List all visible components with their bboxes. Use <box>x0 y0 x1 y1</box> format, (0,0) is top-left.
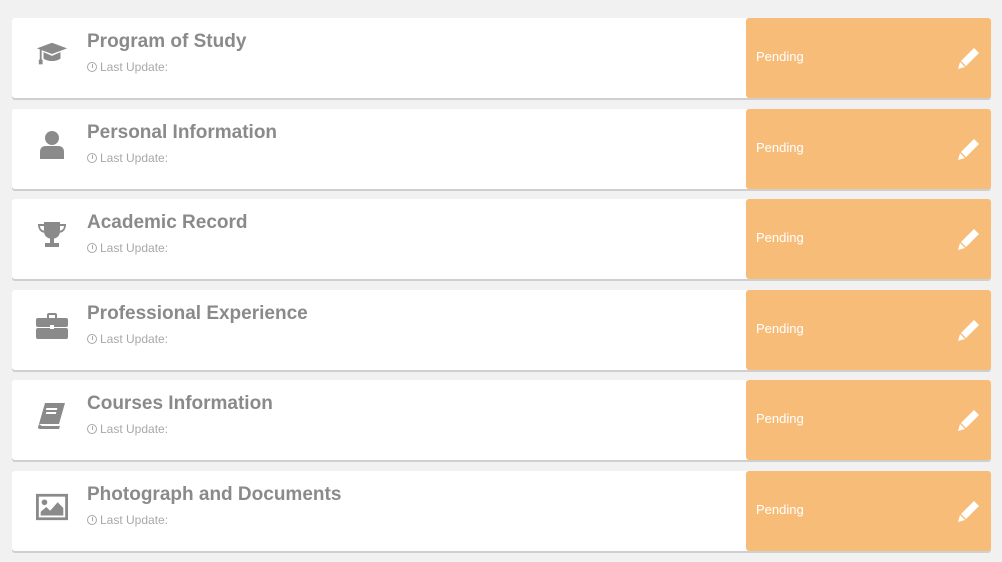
section-card-professional-experience: Professional Experience Last Update: Pen… <box>12 289 991 370</box>
last-update-label: Last Update: <box>100 512 169 527</box>
section-info: Photograph and Documents Last Update: <box>12 471 746 551</box>
application-sections-list: Program of Study Last Update: Pending Pe… <box>12 18 991 561</box>
briefcase-icon <box>36 310 68 342</box>
section-info: Personal Information Last Update: <box>12 109 746 189</box>
pencil-icon[interactable] <box>957 408 981 432</box>
status-button[interactable]: Pending <box>746 470 991 551</box>
last-update-label: Last Update: <box>100 241 169 255</box>
status-label: Pending <box>756 501 804 517</box>
last-update: Last Update: <box>87 60 168 74</box>
pencil-icon[interactable] <box>957 318 981 342</box>
clock-icon <box>87 424 97 434</box>
pencil-icon[interactable] <box>957 46 981 70</box>
section-card-photograph-and-documents: Photograph and Documents Last Update: Pe… <box>12 470 991 551</box>
last-update-label: Last Update: <box>100 150 169 165</box>
section-card-academic-record: Academic Record Last Update: Pending <box>12 199 991 279</box>
status-label: Pending <box>756 139 804 155</box>
last-update-label: Last Update: <box>100 422 169 436</box>
clock-icon <box>87 243 97 253</box>
status-label: Pending <box>756 230 804 245</box>
last-update: Last Update: <box>87 241 168 255</box>
last-update: Last Update: <box>87 151 168 165</box>
section-info: Academic Record Last Update: <box>12 199 746 279</box>
section-card-program-of-study: Program of Study Last Update: Pending <box>12 18 991 98</box>
graduation-cap-icon <box>36 38 68 70</box>
status-button[interactable]: Pending <box>746 108 991 189</box>
last-update: Last Update: <box>87 513 168 527</box>
section-info: Professional Experience Last Update: <box>12 290 746 370</box>
section-title: Photograph and Documents <box>87 483 342 505</box>
status-label: Pending <box>756 320 804 336</box>
status-label: Pending <box>756 411 804 426</box>
section-info: Courses Information Last Update: <box>12 380 746 460</box>
last-update: Last Update: <box>87 332 168 346</box>
status-label: Pending <box>756 49 804 64</box>
status-button[interactable]: Pending <box>746 289 991 370</box>
section-card-personal-information: Personal Information Last Update: Pendin… <box>12 108 991 189</box>
book-icon <box>36 400 68 432</box>
clock-icon <box>87 152 97 163</box>
section-info: Program of Study Last Update: <box>12 18 746 98</box>
clock-icon <box>87 62 97 72</box>
pencil-icon[interactable] <box>957 499 981 523</box>
section-title: Academic Record <box>87 212 248 233</box>
section-card-courses-information: Courses Information Last Update: Pending <box>12 380 991 460</box>
section-title: Program of Study <box>87 31 247 52</box>
section-title: Personal Information <box>87 121 278 143</box>
status-button[interactable]: Pending <box>746 199 991 279</box>
trophy-icon <box>36 219 68 251</box>
image-icon <box>36 491 68 523</box>
status-button[interactable]: Pending <box>746 18 991 98</box>
pencil-icon[interactable] <box>957 137 981 161</box>
last-update: Last Update: <box>87 422 168 436</box>
last-update-label: Last Update: <box>100 331 169 346</box>
user-icon <box>36 129 68 161</box>
status-button[interactable]: Pending <box>746 380 991 460</box>
section-title: Courses Information <box>87 393 273 414</box>
clock-icon <box>87 514 97 525</box>
section-title: Professional Experience <box>87 302 308 324</box>
pencil-icon[interactable] <box>957 227 981 251</box>
last-update-label: Last Update: <box>100 60 169 74</box>
clock-icon <box>87 333 97 344</box>
